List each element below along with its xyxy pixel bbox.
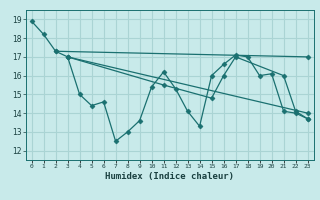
X-axis label: Humidex (Indice chaleur): Humidex (Indice chaleur)	[105, 172, 234, 181]
